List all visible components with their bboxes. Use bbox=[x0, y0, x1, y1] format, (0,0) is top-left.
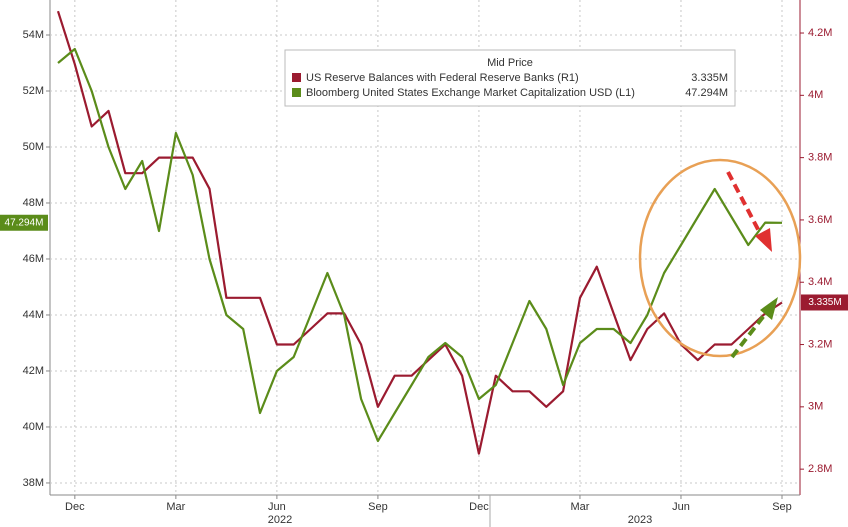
y2-tick-label: 3.6M bbox=[808, 214, 832, 226]
legend-swatch bbox=[292, 88, 301, 97]
last-value-label: 3.335M bbox=[808, 297, 841, 308]
up-arrow-head bbox=[760, 297, 778, 320]
down-arrow-head bbox=[755, 228, 772, 252]
x-tick-label: Mar bbox=[570, 501, 589, 513]
y2-tick-label: 3.2M bbox=[808, 338, 832, 350]
last-value-box bbox=[0, 214, 48, 231]
x-tick-label: Dec bbox=[65, 501, 85, 513]
up-arrow bbox=[730, 311, 768, 359]
x-tick-label: Jun bbox=[268, 501, 286, 513]
y-tick-label: 54M bbox=[23, 29, 44, 41]
x-tick-label: Sep bbox=[772, 501, 792, 513]
series-line bbox=[57, 47, 783, 443]
last-value-label: 47.294M bbox=[5, 217, 44, 228]
year-label: 2022 bbox=[268, 514, 292, 526]
plot bbox=[50, 0, 800, 495]
legend-label: US Reserve Balances with Federal Reserve… bbox=[306, 72, 579, 84]
legend-value: 47.294M bbox=[685, 87, 728, 99]
last-value-box bbox=[801, 294, 848, 311]
x-tick-label: Dec bbox=[469, 501, 489, 513]
x-tick-label: Sep bbox=[368, 501, 388, 513]
legend-box bbox=[284, 49, 736, 107]
y-tick-label: 50M bbox=[23, 141, 44, 153]
series-line bbox=[56, 10, 783, 455]
y2-tick-label: 3M bbox=[808, 401, 823, 413]
legend-title: Mid Price bbox=[487, 57, 533, 69]
y-tick-label: 40M bbox=[23, 421, 44, 433]
y-tick-label: 48M bbox=[23, 197, 44, 209]
legend-swatch bbox=[292, 73, 301, 82]
y-tick-label: 44M bbox=[23, 309, 44, 321]
highlight-ellipse bbox=[638, 158, 802, 358]
y2-tick-label: 4M bbox=[808, 89, 823, 101]
x-tick-label: Jun bbox=[672, 501, 690, 513]
y-tick-label: 38M bbox=[23, 477, 44, 489]
y-tick-label: 52M bbox=[23, 85, 44, 97]
legend-label: Bloomberg United States Exchange Market … bbox=[306, 87, 635, 99]
y-tick-label: 46M bbox=[23, 253, 44, 265]
year-label: 2023 bbox=[628, 514, 652, 526]
y2-tick-label: 4.2M bbox=[808, 27, 832, 39]
legend: Mid Price US Reserve Balances with Feder… bbox=[284, 49, 736, 107]
y2-tick-label: 2.8M bbox=[808, 463, 832, 475]
legend-value: 3.335M bbox=[691, 72, 728, 84]
y-tick-label: 42M bbox=[23, 365, 44, 377]
x-tick-label: Mar bbox=[166, 501, 185, 513]
y2-tick-label: 3.8M bbox=[808, 152, 832, 164]
down-arrow bbox=[726, 171, 764, 238]
y2-tick-label: 3.4M bbox=[808, 276, 832, 288]
